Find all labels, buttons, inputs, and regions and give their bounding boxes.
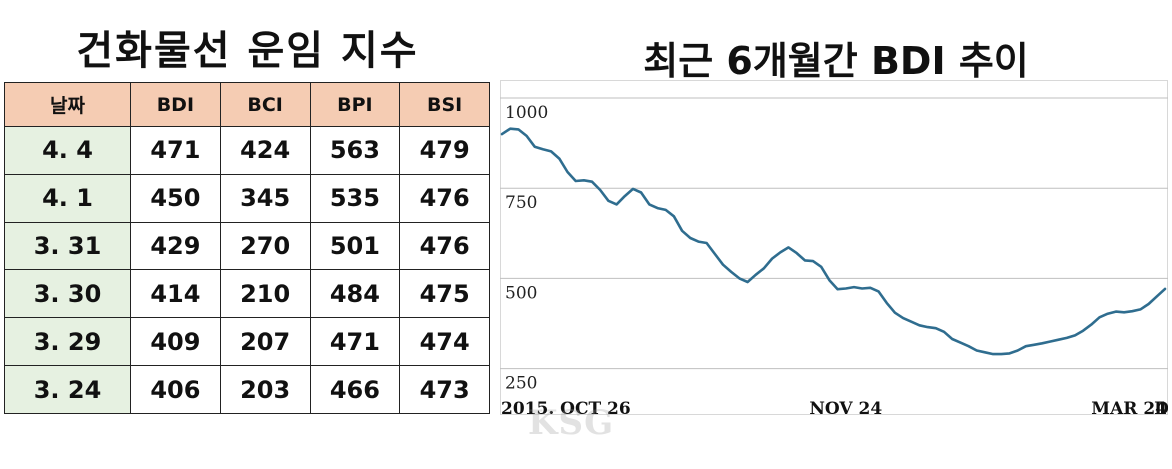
cell-bdi: 429 [130,221,221,271]
chart-frame [500,80,1168,415]
cell-bpi: 535 [309,173,401,223]
cell-date: 3. 24 [4,365,131,414]
cell-bci: 270 [219,221,311,271]
table-title: 건화물선 운임 지수 [76,28,419,74]
table-row: 3. 31 429 270 501 476 [4,221,490,271]
table-row: 3. 29 409 207 471 474 [4,317,490,367]
cell-bci: 207 [219,317,311,367]
cell-bpi: 466 [309,365,401,414]
cell-bsi: 476 [399,221,490,271]
bdi-series-line [500,127,1167,356]
table-row: 4. 4 471 424 563 479 [4,126,490,175]
cell-date: 3. 30 [4,269,131,319]
cell-bpi: 471 [309,317,401,367]
cell-bdi: 471 [130,126,221,175]
cell-date: 3. 29 [4,317,131,367]
cell-bsi: 473 [399,365,490,414]
header-bsi: BSI [399,82,490,127]
freight-index-table: 날짜 BDI BCI BPI BSI 4. 4 471 424 563 479 … [4,82,490,414]
table-header-row: 날짜 BDI BCI BPI BSI [4,82,490,127]
cell-bdi: 450 [130,173,221,223]
y-tick-label: 250 [505,374,537,394]
cell-bci: 203 [219,365,311,414]
cell-bsi: 476 [399,173,490,223]
header-date: 날짜 [4,82,131,127]
cell-date: 4. 4 [4,126,131,175]
chart-title: 최근 6개월간 BDI 추이 [643,39,1029,83]
cell-bdi: 409 [130,317,221,367]
table-row: 4. 1 450 345 535 476 [4,173,490,223]
y-tick-label: 500 [505,283,537,303]
cell-bpi: 563 [309,126,401,175]
cell-bdi: 414 [130,269,221,319]
cell-bdi: 406 [130,365,221,414]
header-bpi: BPI [309,82,401,127]
cell-bsi: 479 [399,126,490,175]
cell-bsi: 475 [399,269,490,319]
table-row: 3. 24 406 203 466 473 [4,365,490,414]
cell-date: 3. 31 [4,221,131,271]
watermark-logo: KSG [528,403,615,443]
header-bci: BCI [219,82,311,127]
cell-bci: 424 [219,126,311,175]
cell-date: 4. 1 [4,173,131,223]
cell-bpi: 484 [309,269,401,319]
header-bdi: BDI [130,82,221,127]
cell-bci: 345 [219,173,311,223]
x-tick-label: MAR 24 [1091,399,1167,419]
cell-bsi: 474 [399,317,490,367]
table-row: 3. 30 414 210 484 475 [4,269,490,319]
x-tick-label: NOV 24 [809,399,882,419]
y-tick-label: 750 [505,193,537,213]
x-tick-label: 2015. OCT 26 [501,399,631,419]
x-tick-label: DEC 24 [1154,399,1168,419]
cell-bci: 210 [219,269,311,319]
cell-bpi: 501 [309,221,401,271]
y-tick-label: 1000 [505,103,548,123]
